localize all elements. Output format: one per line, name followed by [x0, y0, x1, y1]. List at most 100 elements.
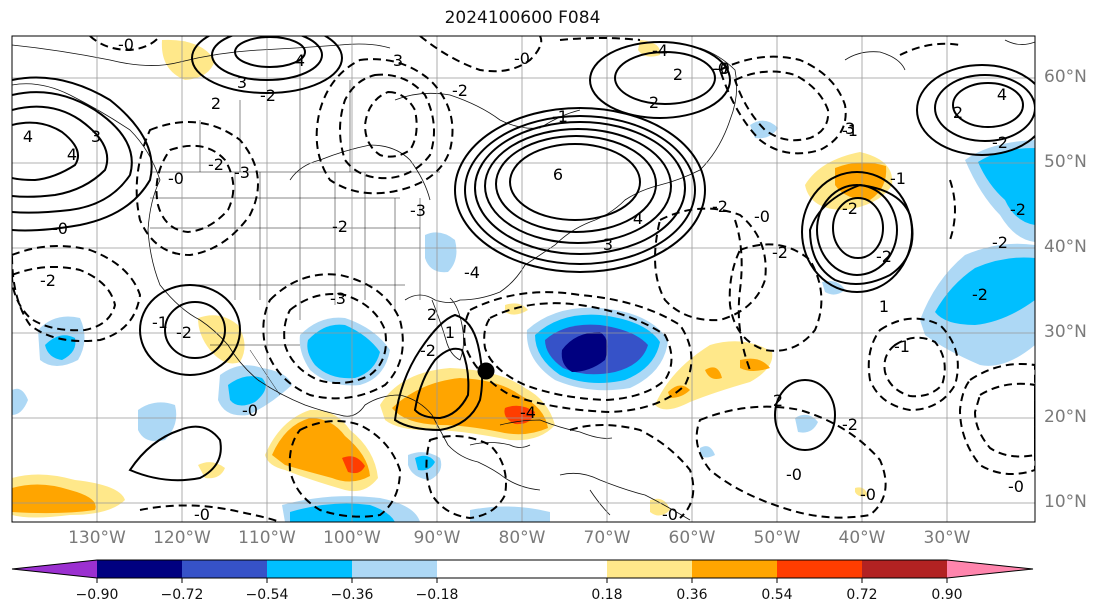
shade-negative [307, 324, 380, 379]
colorbar [11, 559, 1034, 583]
shade-negative [561, 332, 608, 372]
contours-negative [12, 36, 1035, 522]
contour-label: -0 [786, 465, 802, 484]
colorbar-tick-label: 0.90 [931, 587, 963, 603]
contour-label: -2 [208, 155, 224, 174]
contour-label: 2 [673, 65, 683, 84]
contour-label: -0 [118, 35, 134, 54]
contours-positive [12, 36, 1035, 482]
contour-labels: -0 4 3 -2 2 -0 3 4 -0 -2 -3 3 -2 4 2 2 -… [23, 35, 1026, 524]
colorbar-segment [437, 560, 607, 578]
lat-label: 30°N [1044, 322, 1087, 342]
lon-label: 130°W [68, 528, 126, 548]
contour-label: -1 [152, 313, 168, 332]
colorbar-tick-label: 0.72 [846, 587, 878, 603]
contour-label: 2 [773, 391, 783, 410]
lat-label: 60°N [1044, 67, 1087, 87]
lon-label: 90°W [413, 528, 461, 548]
contour-label: 6 [553, 165, 563, 184]
shade-positive [705, 367, 722, 379]
contour-label: -0 [514, 49, 530, 68]
colorbar-segment [692, 560, 777, 578]
contour-label: -2 [876, 247, 892, 266]
storm-center-marker [477, 362, 495, 380]
colorbar-segment [607, 560, 692, 578]
contour-label: -4 [652, 41, 668, 60]
contour-label: 3 [845, 119, 855, 138]
contour-label: -2 [40, 271, 56, 290]
contour-label: 3 [91, 127, 101, 146]
contour-label: -2 [1010, 200, 1026, 219]
shade-positive [12, 484, 96, 514]
contour-label: 4 [997, 85, 1007, 104]
contour-label: 3 [603, 235, 613, 254]
colorbar-tick-label: 0.36 [676, 587, 708, 603]
contour-label: -2 [972, 285, 988, 304]
colorbar-tick-label: −0.54 [245, 587, 289, 603]
shade-negative [425, 232, 457, 273]
lon-label: 50°W [753, 528, 801, 548]
shade-negative [415, 455, 435, 471]
contour-label: -2 [712, 197, 728, 216]
colorbar-segment [97, 560, 182, 578]
contour-label: -0 [662, 505, 678, 524]
contour-label: -2 [842, 415, 858, 434]
contour-label: 2 [211, 94, 221, 113]
contour-label: -0 [754, 207, 770, 226]
lon-label: 30°W [923, 528, 971, 548]
colorbar-tick-label: 0.54 [761, 587, 793, 603]
contour-label: -3 [330, 289, 346, 308]
contour-label: -0 [714, 59, 730, 78]
shade-positive [504, 405, 535, 425]
shading-layer [12, 39, 1035, 522]
lon-label: 80°W [498, 528, 546, 548]
lon-label: 40°W [838, 528, 886, 548]
lat-label: 20°N [1044, 407, 1087, 427]
shade-positive [855, 487, 868, 497]
contour-label: -0 [168, 169, 184, 188]
contour-label: -1 [894, 337, 910, 356]
shade-negative [138, 402, 177, 442]
contour-label: -2 [420, 341, 436, 360]
colorbar-tick-label: −0.72 [160, 587, 204, 603]
contour-label: -2 [992, 133, 1008, 152]
contour-label: 4 [67, 145, 77, 164]
shade-negative [795, 414, 818, 433]
contour-label: 2 [427, 305, 437, 324]
map-title: 2024100600 F084 [444, 8, 601, 28]
lon-label: 110°W [238, 528, 296, 548]
lon-label: 70°W [583, 528, 631, 548]
contour-label: -2 [992, 233, 1008, 252]
shade-positive [668, 385, 690, 398]
contour-label: -0 [194, 505, 210, 524]
colorbar-segment [182, 560, 267, 578]
contour-label: 3 [237, 73, 247, 92]
shade-negative [228, 376, 266, 406]
contour-label: -2 [452, 81, 468, 100]
shade-negative [45, 335, 76, 360]
colorbar-tick-label: −0.18 [415, 587, 459, 603]
shade-negative [935, 257, 1035, 325]
contour-label: -4 [464, 263, 480, 282]
colorbar-tick-label: −0.36 [330, 587, 374, 603]
contour-label: 2 [649, 93, 659, 112]
contour-label: -4 [520, 403, 536, 422]
contour-label: -3 [410, 201, 426, 220]
lon-label: 100°W [323, 528, 381, 548]
shade-negative [700, 446, 715, 458]
contour-label: -3 [234, 163, 250, 182]
lat-label: 10°N [1044, 492, 1087, 512]
shade-positive [342, 456, 365, 474]
contour-label: 2 [953, 103, 963, 122]
contour-label: -2 [842, 199, 858, 218]
shade-negative [978, 148, 1035, 225]
contour-label: 4 [633, 209, 643, 228]
colorbar-tick-label: 0.18 [591, 587, 623, 603]
colorbar-segment [352, 560, 437, 578]
contour-label: -0 [860, 485, 876, 504]
contour-label: 4 [23, 127, 33, 146]
contour-label: -2 [260, 86, 276, 105]
lat-label: 50°N [1044, 152, 1087, 172]
contour-label: 4 [295, 51, 305, 70]
